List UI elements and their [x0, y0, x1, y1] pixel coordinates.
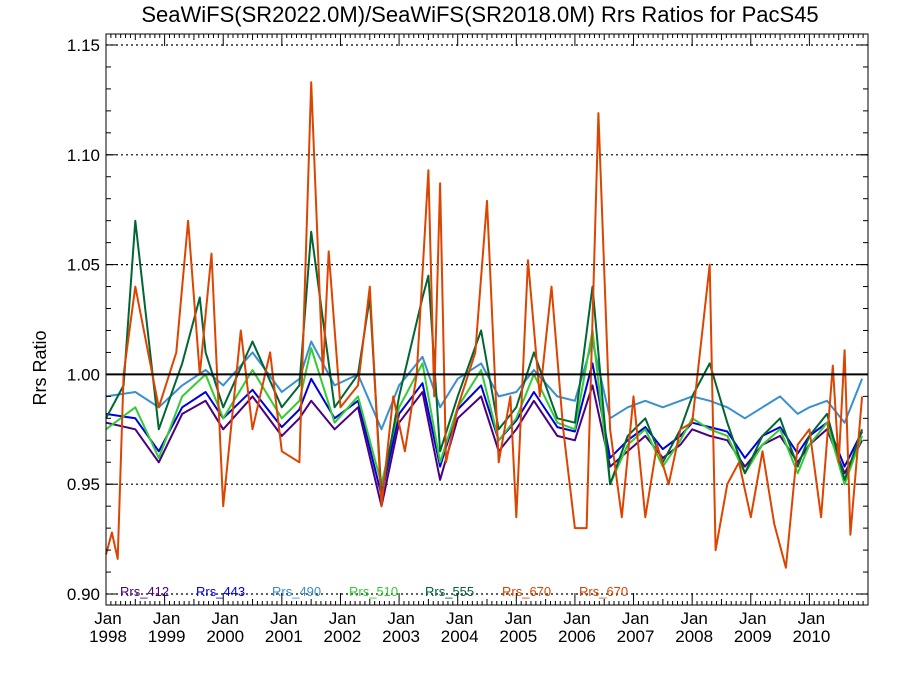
x-tick-year: 2008 [675, 627, 713, 646]
x-tick-year: 2002 [324, 627, 362, 646]
x-tick-year: 1999 [148, 627, 186, 646]
x-tick-year: 2009 [734, 627, 772, 646]
y-tick-label: 1.10 [67, 146, 100, 165]
legend-item: Rrs_443 [196, 584, 245, 599]
x-tick-month: Jan [680, 609, 707, 628]
x-tick-month: Jan [94, 609, 121, 628]
x-tick-year: 1998 [89, 627, 127, 646]
legend-item: Rrs_555 [425, 584, 474, 599]
x-tick-month: Jan [153, 609, 180, 628]
x-tick-month: Jan [212, 609, 239, 628]
y-tick-label: 1.00 [67, 365, 100, 384]
legend: Rrs_412 Rrs_443 Rrs_490 Rrs_510 Rrs_555 Rrs_6… [120, 584, 628, 599]
x-tick-month: Jan [798, 609, 825, 628]
y-tick-label: 0.95 [67, 475, 100, 494]
grid-lines [106, 44, 868, 595]
x-tick-year: 2000 [206, 627, 244, 646]
x-tick-year: 2003 [382, 627, 420, 646]
x-tick-month: Jan [270, 609, 297, 628]
legend-item: Rrs_670 [502, 584, 551, 599]
x-tick-month: Jan [622, 609, 649, 628]
x-tick-year: 2010 [792, 627, 830, 646]
plot-frame [105, 33, 869, 606]
x-tick-year: 2006 [558, 627, 596, 646]
x-tick-month: Jan [505, 609, 532, 628]
series-line-rrs_555 [105, 219, 864, 497]
legend-item: Rrs_670 [579, 584, 628, 599]
x-tick-year: 2007 [617, 627, 655, 646]
x-tick-year: 2005 [499, 627, 537, 646]
series-line-rrs_670 [105, 81, 864, 569]
legend-item: Rrs_490 [272, 584, 321, 599]
y-axis: 0.90 0.95 1.00 1.05 1.10 1.15 [67, 36, 868, 604]
x-tick-month: Jan [387, 609, 414, 628]
x-axis: Jan1998Jan1999Jan2000Jan2001Jan2002Jan20… [89, 34, 864, 646]
x-tick-month: Jan [329, 609, 356, 628]
chart-title: SeaWiFS(SR2022.0M)/SeaWiFS(SR2018.0M) Rr… [141, 2, 818, 27]
y-tick-label: 0.90 [67, 585, 100, 604]
legend-item: Rrs_412 [120, 584, 169, 599]
series-lines [105, 81, 864, 569]
y-axis-label: Rrs Ratio [30, 330, 50, 405]
legend-item: Rrs_510 [349, 584, 398, 599]
x-tick-month: Jan [446, 609, 473, 628]
x-tick-month: Jan [739, 609, 766, 628]
x-tick-month: Jan [563, 609, 590, 628]
x-tick-year: 2004 [441, 627, 479, 646]
y-tick-label: 1.05 [67, 256, 100, 275]
series-line-rrs_443 [105, 362, 863, 497]
y-tick-label: 1.15 [67, 36, 100, 55]
series-line-rrs_510 [105, 329, 864, 486]
x-tick-year: 2001 [265, 627, 303, 646]
